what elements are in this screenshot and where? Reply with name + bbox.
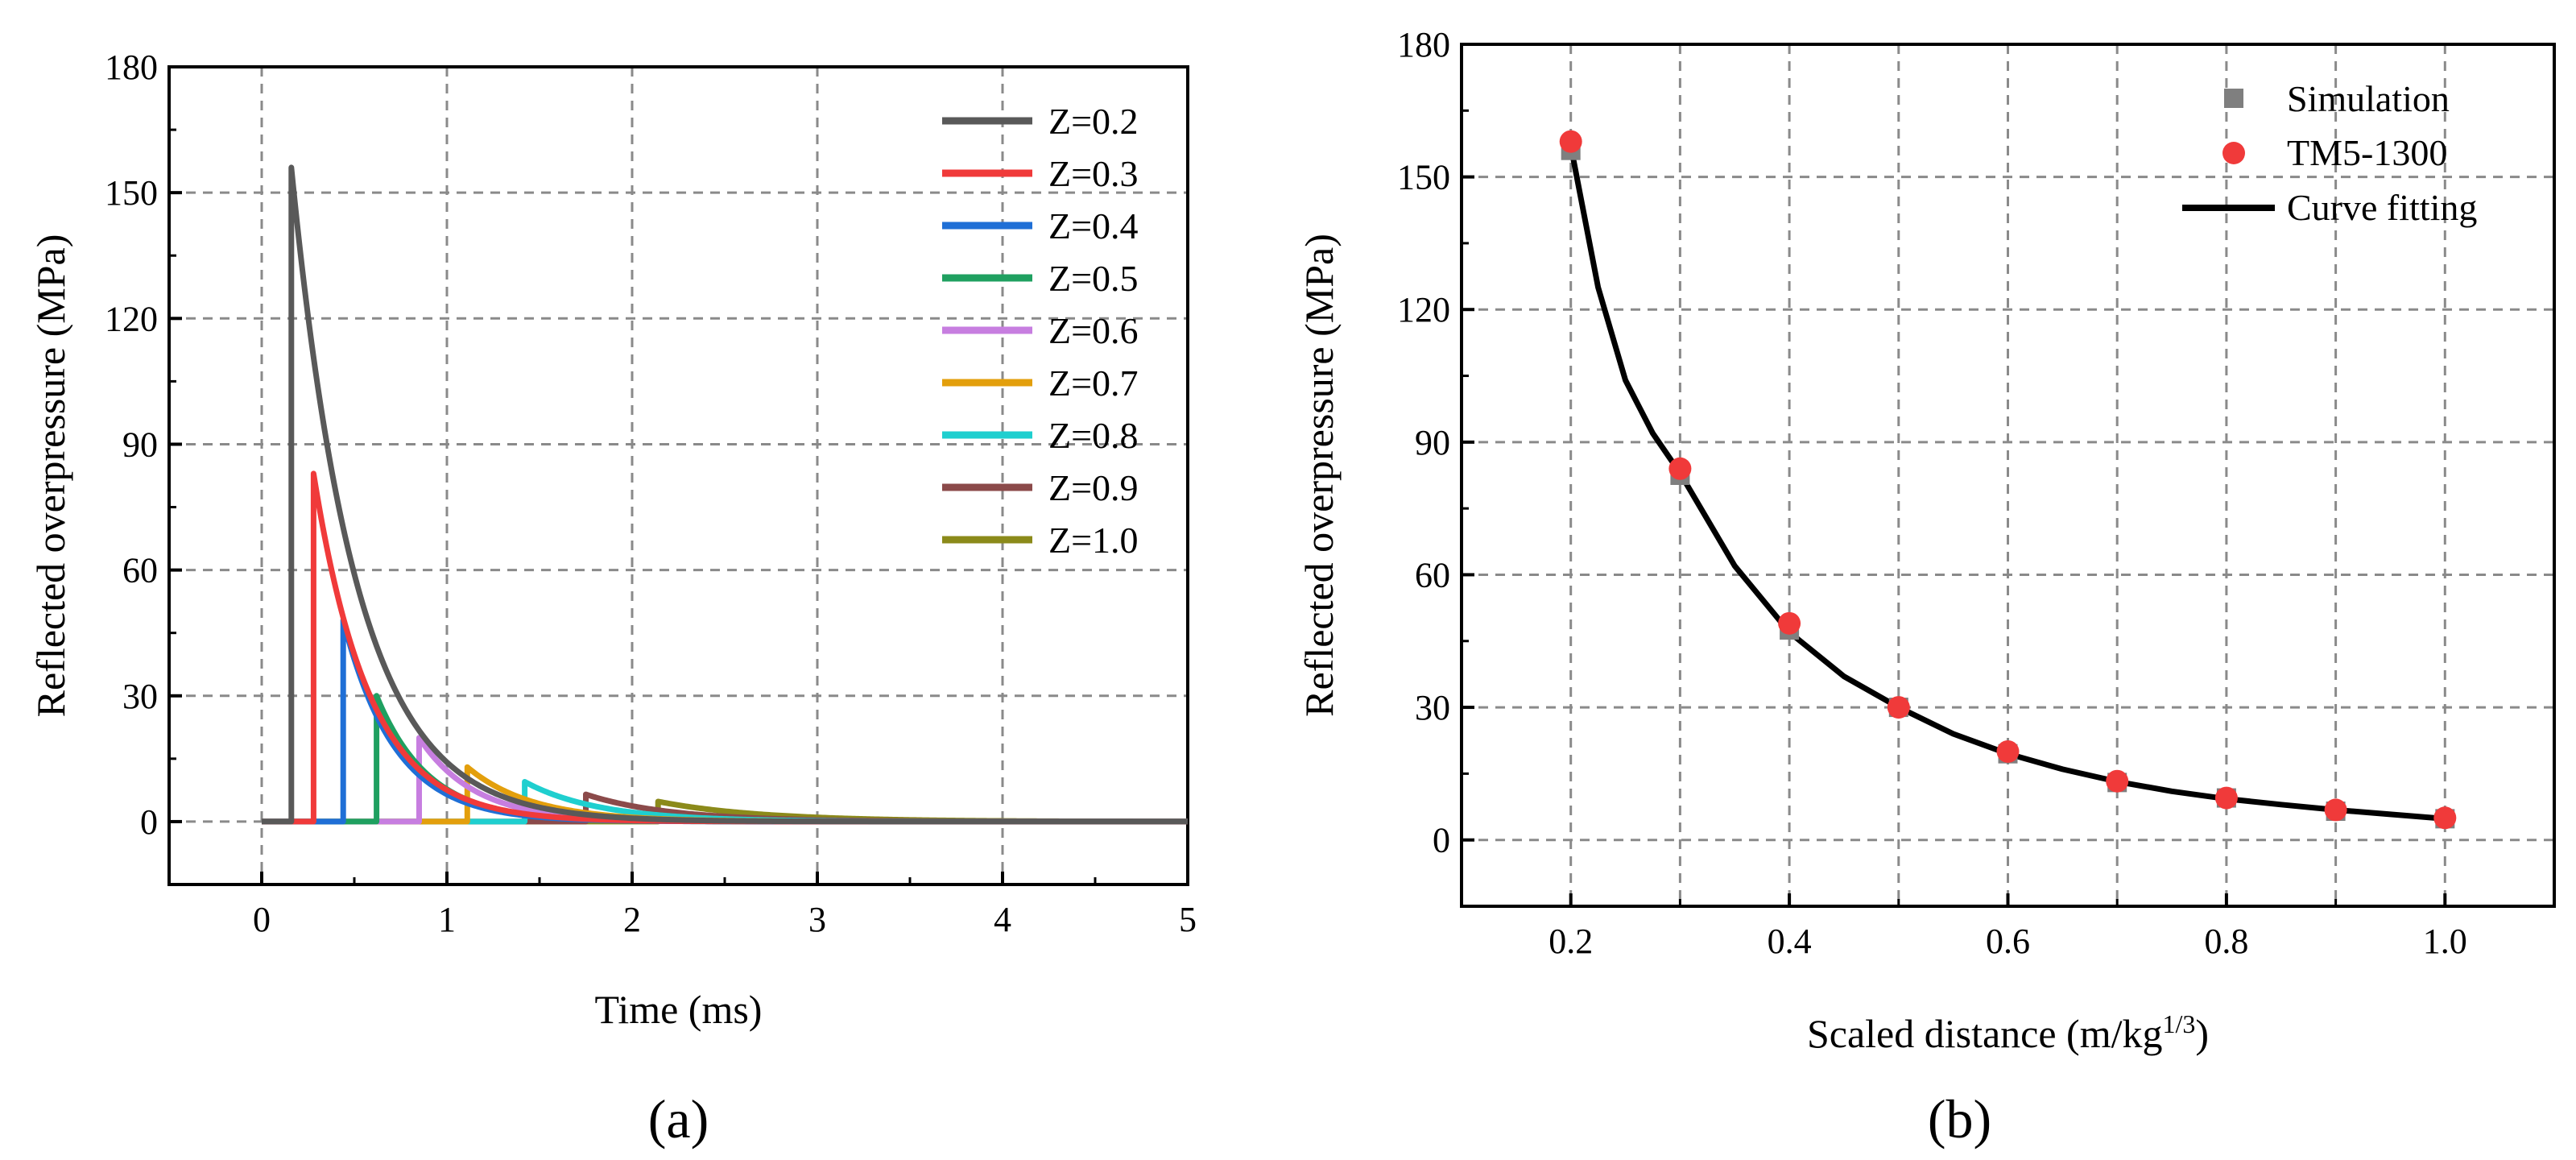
panel-a-xtick-label: 2 — [623, 900, 641, 939]
panel-b-chart: 0 30 60 90 120 150 180 0.2 0.4 0.6 0.8 1.0 Simulatio… — [1296, 25, 2556, 1150]
panel-b-ytick-label: 90 — [1415, 423, 1450, 462]
panel-b-xtick-label: 0.2 — [1548, 922, 1593, 961]
panel-b-legend-tm5-marker — [2222, 142, 2245, 164]
panel-b-ylabel: Reflected overpressure (MPa) — [1296, 234, 1342, 717]
panel-a-legend-label: Z=0.6 — [1048, 310, 1139, 351]
panel-b-legend-simulation-marker — [2224, 89, 2243, 108]
panel-b-xtick-label: 0.8 — [2204, 922, 2248, 961]
panel-b-ytick-label: 0 — [1433, 821, 1450, 860]
panel-a-legend-label: Z=0.3 — [1048, 153, 1139, 194]
panel-b-tm5-point — [2106, 769, 2129, 793]
panel-a-legend-label: Z=0.7 — [1048, 362, 1139, 404]
panel-a-plot-frame — [167, 65, 1189, 886]
panel-a-chart: 0 30 60 90 120 150 180 0 1 2 3 4 5 Z=0.2 Z=0.3 Z=0.4 Z=0… — [28, 48, 1197, 1150]
panel-b-ytick-label: 150 — [1397, 158, 1450, 197]
panel-a-ylabel: Reflected overpressure (MPa) — [28, 234, 73, 718]
panel-a-label: (a) — [648, 1088, 709, 1150]
panel-b-tm5-point — [1559, 130, 1582, 153]
panel-a-xtick-label: 4 — [994, 900, 1011, 939]
panel-b-ytick-label: 30 — [1415, 688, 1450, 727]
panel-b-legend-label: TM5-1300 — [2287, 132, 2447, 173]
panel-a-series-02 — [262, 164, 1188, 825]
panel-a-ytick-label: 180 — [105, 48, 158, 87]
panel-a-legend-label: Z=0.4 — [1048, 205, 1139, 246]
panel-a-xtick-label: 0 — [253, 900, 271, 939]
panel-b-tm5-point — [1778, 611, 1801, 635]
panel-b-tm5-point — [1668, 457, 1692, 480]
panel-b-xtick-label: 0.4 — [1768, 922, 1812, 961]
panel-b-tm5-point — [1996, 740, 2020, 763]
panel-a-ytick-label: 120 — [105, 299, 158, 338]
panel-a-ytick-label: 150 — [105, 173, 158, 213]
panel-b-ytick-label: 60 — [1415, 555, 1450, 594]
panel-b-legend-label: Simulation — [2287, 78, 2450, 119]
panel-a-legend-label: Z=0.5 — [1048, 258, 1139, 299]
panel-b-label: (b) — [1928, 1088, 1991, 1150]
panel-a-ytick-label: 30 — [122, 677, 158, 716]
panel-b-curve-fitting-line — [1568, 145, 2446, 822]
panel-b-xlabel: Scaled distance (m/kg1/3) — [1807, 1009, 2209, 1056]
panel-b-legend-label: Curve fitting — [2287, 187, 2477, 228]
panel-b-ytick-label: 120 — [1397, 290, 1450, 329]
panel-b-tm5-point — [2214, 786, 2238, 810]
panel-b-tm5-point — [1887, 696, 1910, 719]
panel-a-ytick-label: 60 — [122, 551, 158, 590]
panel-a-legend-label: Z=1.0 — [1048, 520, 1139, 561]
panel-a-ytick-label: 0 — [140, 802, 158, 842]
panel-a-legend-label: Z=0.2 — [1048, 101, 1139, 142]
panel-b-tm5-point — [2433, 806, 2457, 830]
panel-b-ytick-label: 180 — [1397, 25, 1450, 64]
panel-b-xtick-label: 0.6 — [1986, 922, 2030, 961]
panel-a-legend-label: Z=0.9 — [1048, 467, 1139, 508]
panel-a-xtick-label: 3 — [808, 900, 826, 939]
panel-b-xtick-label: 1.0 — [2423, 922, 2467, 961]
panel-a-xlabel: Time (ms) — [595, 987, 763, 1032]
panel-a-series-04 — [262, 617, 1188, 825]
panel-a-xtick-label: 1 — [438, 900, 456, 939]
panel-a-xtick-label: 5 — [1179, 900, 1197, 939]
panel-a-ytick-label: 90 — [122, 425, 158, 464]
panel-a-legend-label: Z=0.8 — [1048, 415, 1139, 456]
panel-b-tm5-point — [2324, 798, 2347, 822]
panel-a-series-group — [262, 164, 1188, 825]
